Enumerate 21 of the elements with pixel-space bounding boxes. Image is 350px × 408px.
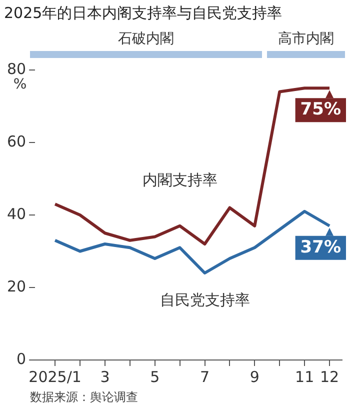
source-note: 数据来源：舆论调查 <box>30 390 138 404</box>
y-axis-title: % <box>13 76 27 93</box>
x-tick-label: 7 <box>200 368 210 386</box>
x-tick-label: 12 <box>320 368 340 386</box>
x-tick-label: 9 <box>250 368 260 386</box>
y-tick-label: 0 <box>16 350 26 368</box>
y-tick-label: 80 <box>6 60 26 78</box>
x-tick-label: 3 <box>100 368 110 386</box>
y-tick-label: 60 <box>6 132 26 150</box>
series-label: 自民党支持率 <box>160 290 250 309</box>
y-tick-label: 20 <box>6 277 26 296</box>
chart-title: 2025年的日本内阁支持率与自民党支持率 <box>3 3 284 24</box>
text: 高市内閣 <box>277 30 335 48</box>
text: 石破内閣 <box>117 30 175 48</box>
series-label: 内閣支持率 <box>142 170 218 189</box>
y-tick-label: 40 <box>6 204 26 223</box>
x-tick-label: 2025/1 <box>28 368 82 386</box>
x-tick-label: 11 <box>295 368 314 386</box>
data-label: 75% <box>300 100 342 120</box>
x-tick-label: 5 <box>150 368 160 386</box>
data-label: 37% <box>300 237 342 258</box>
